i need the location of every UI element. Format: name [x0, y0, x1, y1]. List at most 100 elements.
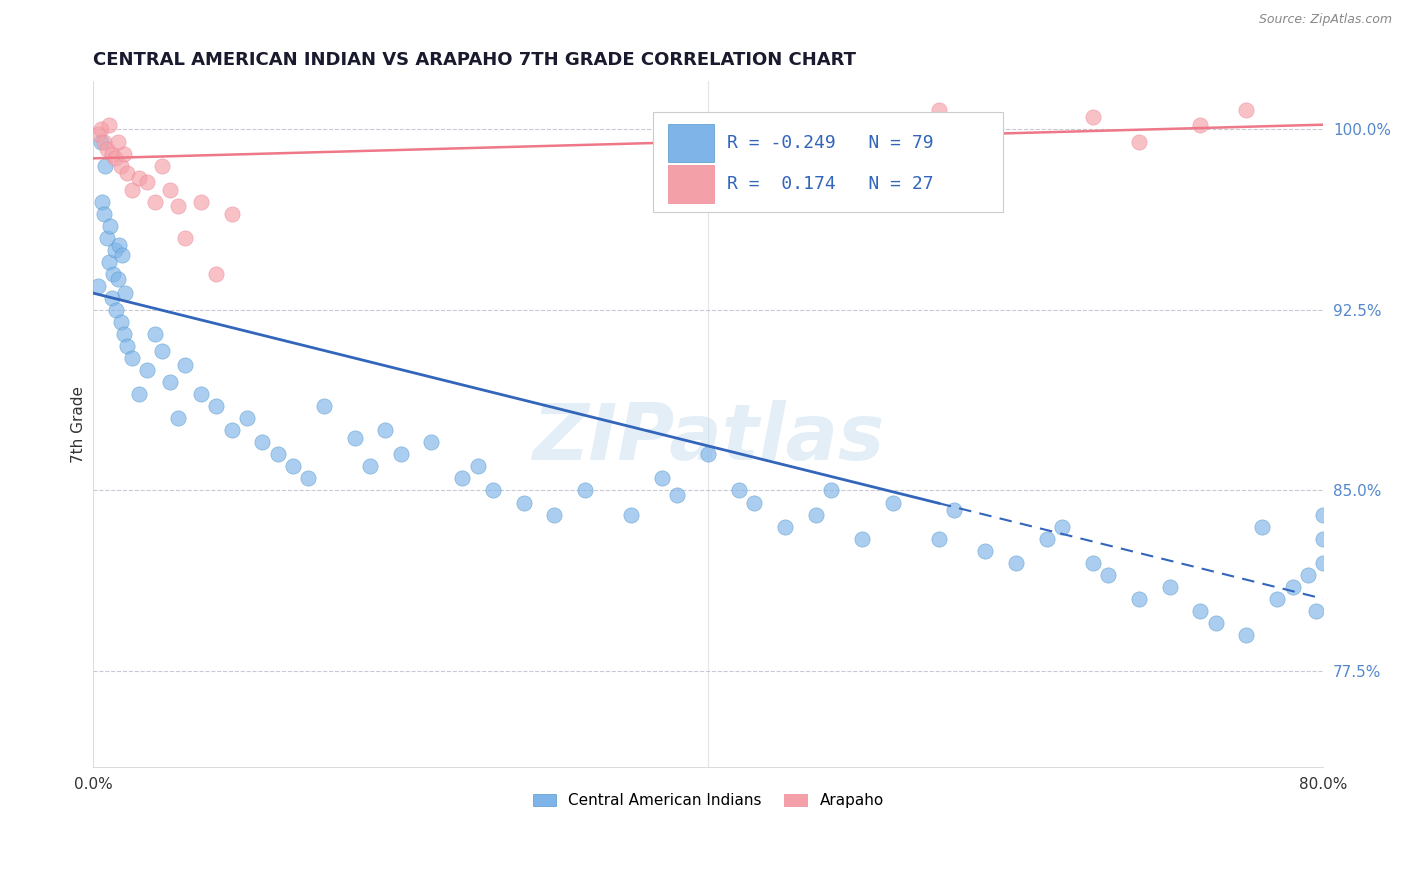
- Point: [107, 271, 129, 285]
- Point: [87, 279, 110, 293]
- Point: [728, 483, 751, 498]
- Point: [90, 122, 112, 136]
- Point: [150, 159, 173, 173]
- Point: [820, 483, 842, 498]
- Point: [136, 363, 159, 377]
- Point: [928, 532, 950, 546]
- Point: [281, 459, 304, 474]
- Point: [174, 231, 197, 245]
- Point: [190, 194, 212, 209]
- Point: [107, 135, 129, 149]
- Point: [343, 431, 366, 445]
- FancyBboxPatch shape: [652, 112, 1004, 211]
- Point: [143, 194, 166, 209]
- Point: [93, 207, 115, 221]
- Point: [98, 219, 121, 233]
- Point: [87, 128, 110, 142]
- Point: [100, 146, 122, 161]
- Point: [467, 459, 489, 474]
- Point: [1159, 580, 1181, 594]
- Text: R =  0.174   N = 27: R = 0.174 N = 27: [727, 175, 934, 194]
- Point: [1128, 135, 1150, 149]
- Point: [1265, 591, 1288, 606]
- Bar: [668, 165, 714, 203]
- Point: [543, 508, 565, 522]
- Point: [143, 326, 166, 341]
- Point: [166, 199, 188, 213]
- Point: [512, 495, 534, 509]
- Point: [1189, 604, 1212, 618]
- Point: [252, 435, 274, 450]
- Point: [205, 267, 228, 281]
- Point: [267, 447, 290, 461]
- Point: [574, 483, 596, 498]
- Point: [1081, 111, 1104, 125]
- Point: [1234, 103, 1257, 118]
- Point: [697, 447, 720, 461]
- Point: [150, 343, 173, 358]
- Point: [1004, 556, 1026, 570]
- Point: [297, 471, 319, 485]
- Point: [104, 243, 127, 257]
- Point: [221, 207, 243, 221]
- Point: [128, 170, 150, 185]
- Point: [1050, 519, 1073, 533]
- Point: [159, 375, 181, 389]
- Point: [205, 399, 228, 413]
- Text: CENTRAL AMERICAN INDIAN VS ARAPAHO 7TH GRADE CORRELATION CHART: CENTRAL AMERICAN INDIAN VS ARAPAHO 7TH G…: [93, 51, 856, 69]
- Text: Source: ZipAtlas.com: Source: ZipAtlas.com: [1258, 13, 1392, 27]
- Point: [1189, 118, 1212, 132]
- Point: [121, 351, 143, 365]
- Point: [666, 488, 689, 502]
- Point: [620, 508, 643, 522]
- Point: [312, 399, 335, 413]
- Point: [1281, 580, 1303, 594]
- Point: [115, 339, 138, 353]
- Point: [166, 411, 188, 425]
- Point: [744, 495, 766, 509]
- Y-axis label: 7th Grade: 7th Grade: [72, 386, 86, 463]
- Point: [159, 183, 181, 197]
- Point: [1128, 591, 1150, 606]
- Point: [94, 159, 117, 173]
- Point: [93, 135, 115, 149]
- Point: [651, 471, 673, 485]
- Point: [97, 118, 120, 132]
- Point: [1305, 604, 1327, 618]
- Point: [773, 519, 796, 533]
- Point: [91, 194, 114, 209]
- Point: [112, 146, 135, 161]
- Point: [97, 255, 120, 269]
- Point: [359, 459, 381, 474]
- Point: [90, 135, 112, 149]
- Point: [100, 291, 122, 305]
- Point: [1081, 556, 1104, 570]
- Point: [1097, 567, 1119, 582]
- Point: [1312, 532, 1334, 546]
- Point: [136, 176, 159, 190]
- Point: [389, 447, 412, 461]
- Point: [974, 543, 997, 558]
- Point: [110, 315, 132, 329]
- Text: ZIPatlas: ZIPatlas: [531, 400, 884, 476]
- Point: [451, 471, 474, 485]
- Point: [236, 411, 259, 425]
- Point: [928, 103, 950, 118]
- Legend: Central American Indians, Arapaho: Central American Indians, Arapaho: [527, 788, 890, 814]
- Point: [1296, 567, 1319, 582]
- Point: [128, 387, 150, 401]
- Point: [105, 303, 128, 318]
- Point: [114, 286, 136, 301]
- Point: [1035, 532, 1057, 546]
- Point: [190, 387, 212, 401]
- Point: [110, 159, 132, 173]
- Point: [1312, 508, 1334, 522]
- Point: [221, 423, 243, 437]
- Point: [111, 247, 134, 261]
- Point: [101, 267, 124, 281]
- Point: [943, 502, 966, 516]
- Text: R = -0.249   N = 79: R = -0.249 N = 79: [727, 134, 934, 152]
- Point: [115, 166, 138, 180]
- Point: [804, 508, 827, 522]
- Point: [121, 183, 143, 197]
